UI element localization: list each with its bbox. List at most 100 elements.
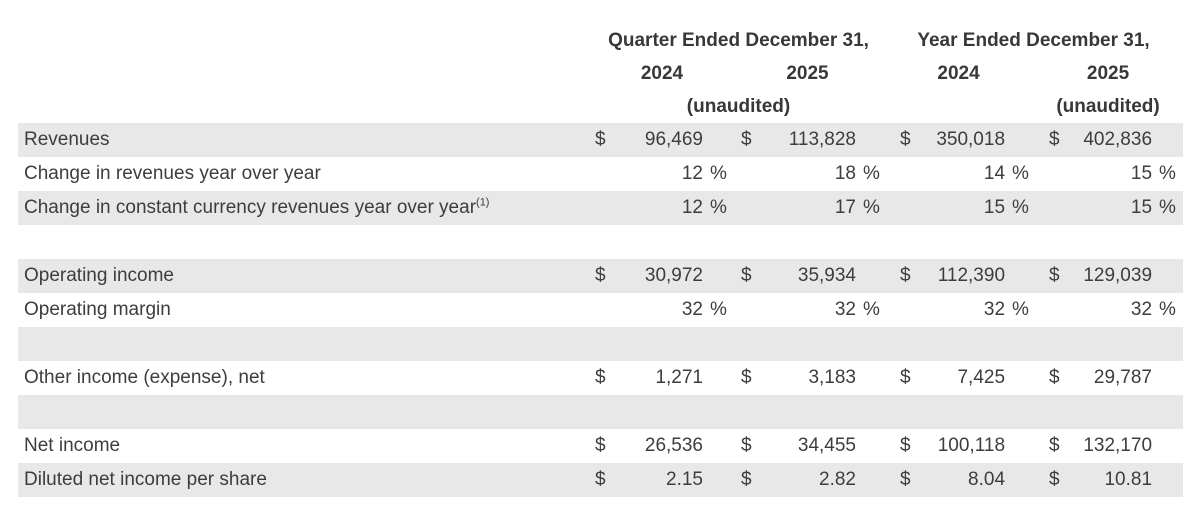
percent-sign-cell [703, 259, 731, 293]
percent-sign-cell: % [1012, 163, 1029, 184]
value-cell: 113,828 [768, 123, 856, 157]
value-cell: 15 [927, 191, 1006, 225]
percent-sign-cell [1005, 361, 1033, 395]
value-cell: 100,118 [937, 435, 1006, 456]
dollar-sign-cell [593, 395, 620, 429]
dollar-sign-cell [884, 157, 927, 191]
table-row: Operating income $30,972 $35,934 $112,390 $1… [18, 259, 1184, 293]
dollar-sign-cell: $ [595, 435, 606, 456]
value-cell: 18 [834, 163, 856, 184]
dollar-sign-cell [884, 395, 928, 429]
percent-sign-cell [1005, 123, 1034, 157]
percent-sign-cell [703, 361, 731, 395]
percent-sign-cell: % [710, 163, 727, 184]
dollar-sign-cell: $ [593, 123, 620, 157]
value-cell [1076, 327, 1153, 361]
value-cell [927, 225, 1005, 259]
value-cell: 2.15 [620, 463, 703, 497]
dollar-sign-cell [593, 293, 620, 327]
percent-sign-cell [1152, 123, 1184, 157]
table-row: Other income (expense), net $1,271 $3,183 $… [18, 361, 1183, 395]
period-header-row: Quarter Ended December 31, Year Ended De… [18, 24, 1183, 57]
table-row: Diluted net income per share $2.15 $2.82 $8… [18, 463, 1184, 497]
dollar-sign-cell [1033, 293, 1076, 327]
value-cell: 14 [983, 163, 1006, 184]
dollar-sign-cell [884, 225, 927, 259]
percent-sign-cell: % [1012, 299, 1029, 320]
year-2025-header: 2025 [1086, 62, 1130, 84]
value-cell [768, 327, 856, 361]
value-cell: 10.81 [1076, 463, 1153, 497]
percent-sign-cell [703, 395, 731, 429]
percent-sign-cell: % [1159, 299, 1176, 320]
dollar-sign-cell: $ [1049, 367, 1060, 388]
dollar-sign-cell [884, 327, 928, 361]
table-row: Revenues $96,469 $113,828 $350,018 $402,836 [18, 123, 1184, 157]
percent-sign-cell [1152, 327, 1184, 361]
spacer-row [18, 395, 1184, 429]
percent-sign-cell: % [1159, 163, 1176, 184]
value-cell: 3,183 [808, 367, 856, 388]
percent-sign-cell [856, 429, 884, 463]
dollar-sign-cell [1033, 191, 1077, 225]
value-cell: 350,018 [927, 123, 1006, 157]
value-cell: 12 [681, 163, 703, 184]
value-cell: 15 [1076, 191, 1153, 225]
value-cell: 12 [620, 191, 703, 225]
quarter-unaudited-note: (unaudited) [686, 95, 791, 117]
percent-sign-cell [1152, 395, 1184, 429]
value-cell [768, 225, 856, 259]
value-cell: 32 [983, 299, 1006, 320]
percent-sign-cell: % [1152, 191, 1184, 225]
value-cell: 32 [681, 299, 703, 320]
dollar-sign-cell: $ [1033, 259, 1077, 293]
value-cell [927, 327, 1006, 361]
percent-sign-cell [1005, 395, 1034, 429]
percent-sign-cell [703, 123, 731, 157]
year-period-header: Year Ended December 31, [917, 29, 1150, 51]
value-cell: 2.82 [768, 463, 856, 497]
dollar-sign-cell [884, 293, 927, 327]
value-cell: 96,469 [620, 123, 703, 157]
percent-sign-cell [1152, 259, 1184, 293]
percent-sign-cell [856, 361, 884, 395]
value-cell [768, 395, 856, 429]
table-body: Revenues $96,469 $113,828 $350,018 $402,836 C… [18, 123, 1184, 497]
value-cell [927, 395, 1006, 429]
dollar-sign-cell [1033, 395, 1077, 429]
dollar-sign-cell [1033, 225, 1076, 259]
value-cell: 112,390 [927, 259, 1006, 293]
table-row: Operating margin 32% 32% 32% 32% [18, 293, 1183, 327]
dollar-sign-cell: $ [595, 367, 606, 388]
row-label: Change in constant currency revenues yea… [18, 191, 593, 225]
percent-sign-cell [856, 259, 885, 293]
row-label [18, 225, 593, 259]
value-cell [620, 395, 703, 429]
percent-sign-cell [703, 429, 731, 463]
value-cell: 129,039 [1076, 259, 1153, 293]
percent-sign-cell [1152, 225, 1183, 259]
dollar-sign-cell [1033, 157, 1076, 191]
percent-sign-cell [1005, 259, 1034, 293]
quarter-2025-header: 2025 [786, 62, 829, 84]
dollar-sign-cell: $ [884, 123, 928, 157]
dollar-sign-cell [731, 293, 768, 327]
quarter-2024-header: 2024 [640, 62, 684, 84]
dollar-sign-cell [731, 225, 768, 259]
percent-sign-cell [1005, 225, 1033, 259]
row-label [18, 327, 593, 361]
table-header: Quarter Ended December 31, Year Ended De… [18, 24, 1183, 123]
percent-sign-cell [1005, 327, 1034, 361]
percent-sign-cell [1152, 463, 1184, 497]
percent-sign-cell [1152, 429, 1183, 463]
value-cell: 26,536 [644, 435, 703, 456]
percent-sign-cell [856, 395, 885, 429]
unaudited-header-row: (unaudited) (unaudited) [18, 90, 1183, 123]
year-2024-spacer [884, 90, 1033, 123]
value-cell: 32 [1130, 299, 1153, 320]
label-column-spacer [18, 57, 593, 90]
value-cell [620, 327, 703, 361]
dollar-sign-cell: $ [731, 123, 768, 157]
dollar-sign-cell: $ [900, 367, 911, 388]
value-cell: 15 [1130, 163, 1153, 184]
